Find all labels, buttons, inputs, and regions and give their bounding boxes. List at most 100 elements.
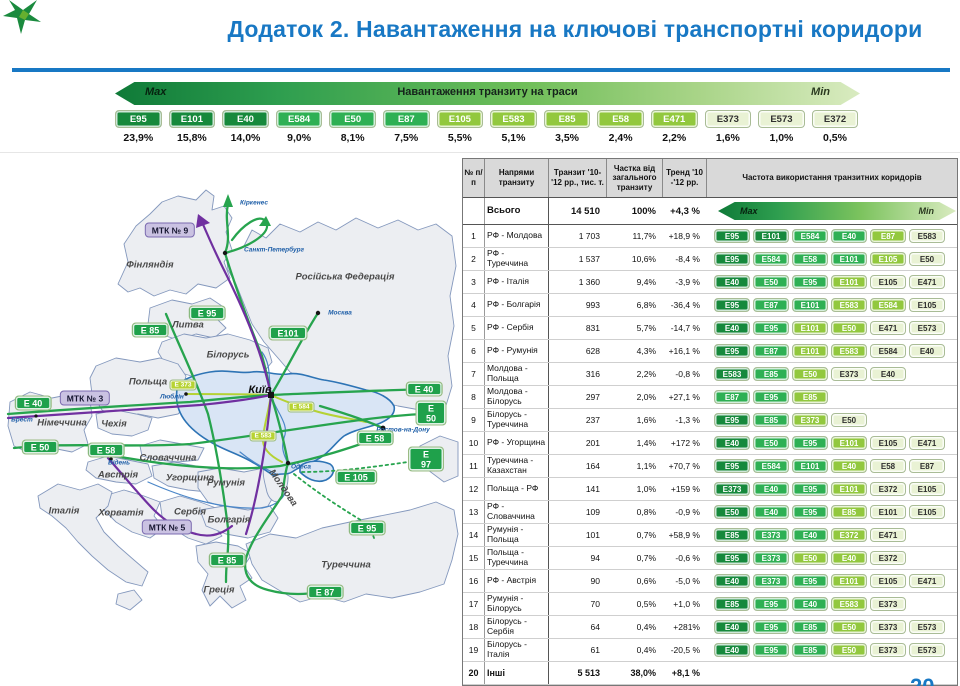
- corridor-badge: E40: [714, 436, 750, 450]
- col-header-corridors: Частота використання транзитних коридорі…: [742, 173, 922, 183]
- legend-corridor-column: E58 2,4%: [597, 110, 644, 144]
- row-number: 7: [463, 363, 485, 385]
- table-row: 3 РФ - Італія 1 360 9,4% -3,9 % E40 E50 E95 E101…: [463, 271, 957, 294]
- row-route-name: Білорусь - Туреччина: [485, 409, 549, 431]
- corridor-badge: E50: [792, 367, 828, 381]
- corridor-badge: E95: [753, 620, 789, 634]
- row-route-name: Польща - РФ: [485, 478, 549, 500]
- mtk-corridor-badge: МТК № 3: [59, 390, 111, 406]
- corridor-badge: E101: [831, 574, 867, 588]
- row-corridors: E40 E373 E95 E101 E105 E471: [707, 570, 957, 592]
- corridor-badge: E471: [650, 110, 698, 128]
- row-route-name: РФ - Болгарія: [485, 294, 549, 316]
- row-share: 1,4%: [636, 438, 656, 448]
- row-corridors: E373 E40 E95 E101 E372 E105: [707, 478, 957, 500]
- mtk-corridor-badge: МТК № 9: [144, 222, 196, 238]
- row-trend: +18,9 %: [668, 231, 700, 241]
- corridor-badge: E50: [714, 505, 750, 519]
- row-transit-volume: 109: [585, 507, 600, 517]
- row-number: 20: [463, 662, 485, 684]
- row-trend: +16,1 %: [668, 346, 700, 356]
- row-number: 4: [463, 294, 485, 316]
- corridor-badge: E85: [831, 505, 867, 519]
- row-number: 19: [463, 639, 485, 661]
- row-trend: -14,7 %: [670, 323, 700, 333]
- row-transit-volume: 628: [585, 346, 600, 356]
- corridor-badge: E87: [909, 459, 945, 473]
- corridor-badge: E101: [792, 459, 828, 473]
- row-trend: -36,4 %: [670, 300, 700, 310]
- corridor-badge: E85: [753, 367, 789, 381]
- row-number: 3: [463, 271, 485, 293]
- row-transit-volume: 201: [585, 438, 600, 448]
- corridor-badge: E373: [870, 643, 906, 657]
- country-label: Австрія: [97, 469, 139, 481]
- corridor-badge: E105: [870, 275, 906, 289]
- row-trend: +159 %: [670, 484, 700, 494]
- row-route-name: Румунія - Білорусь: [485, 593, 549, 615]
- legend-corridor-column: E372 0,5%: [811, 110, 859, 144]
- corridor-badge: E85: [714, 597, 750, 611]
- corridor-badge: E40: [870, 367, 906, 381]
- corridor-badge: E87: [382, 110, 430, 128]
- row-number: 17: [463, 593, 485, 615]
- table-row: 12 Польща - РФ 141 1,0% +159 % E373 E40 E95 E101…: [463, 478, 957, 501]
- corridor-percentage: 1,6%: [715, 132, 740, 144]
- row-corridors: E85 E95 E40 E583 E373: [707, 593, 957, 615]
- row-corridors: E95 E85 E373 E50: [707, 409, 957, 431]
- row-number: 6: [463, 340, 485, 362]
- row-share: 0,8%: [636, 507, 656, 517]
- city-label: Санкт-Петербург: [243, 246, 305, 254]
- row-transit-volume: 831: [585, 323, 600, 333]
- row-route-name: Туреччина - Казахстан: [485, 455, 549, 477]
- corridor-percentage: 3,5%: [555, 132, 580, 144]
- legend-separator: [0, 152, 960, 153]
- row-corridors: E40 E95 E85 E50 E373 E573: [707, 639, 957, 661]
- route-badge: E 85: [208, 552, 246, 568]
- row-corridors: E40 E95 E101 E50 E471 E573: [707, 317, 957, 339]
- frequency-gradient-arrow: Max Min: [718, 202, 956, 220]
- route-badge: E 584: [287, 401, 315, 413]
- corridor-percentage: 2,4%: [608, 132, 633, 144]
- country-label: Болгарія: [207, 514, 251, 526]
- corridor-badge: E573: [758, 110, 805, 128]
- load-gradient-arrow: Max Навантаження транзиту на траси Min: [115, 82, 860, 105]
- corridor-badge: E40: [222, 110, 269, 128]
- corridor-badge-row: E95 23,9% E101 15,8% E40 14,0% E584 9,0% E50 8,1%…: [115, 110, 860, 144]
- row-number: 11: [463, 455, 485, 477]
- corridor-badge: E373: [792, 413, 828, 427]
- row-share: 0,5%: [636, 599, 656, 609]
- legend-corridor-column: E87 7,5%: [382, 110, 430, 144]
- col-header-route: Напрями транзиту: [485, 159, 549, 197]
- row-route-name: РФ - Словаччина: [485, 501, 549, 523]
- corridor-percentage: 5,1%: [501, 132, 526, 144]
- row-share: 0,6%: [636, 576, 656, 586]
- row-number: 1: [463, 225, 485, 247]
- city-label: Москва: [328, 309, 352, 317]
- row-route-name: Білорусь - Італія: [485, 639, 549, 661]
- row-route-name: Польща - Туреччина: [485, 547, 549, 569]
- corridor-badge: E58: [870, 459, 906, 473]
- legend-corridor-column: E85 3,5%: [543, 110, 591, 144]
- row-corridors: E85 E373 E40 E372 E471: [707, 524, 957, 546]
- table-row: 15 Польща - Туреччина 94 0,7% -0,6 % E95 E373 E…: [463, 547, 957, 570]
- row-number: 10: [463, 432, 485, 454]
- corridor-badge: E50: [792, 551, 828, 565]
- total-transit: 14 510: [570, 205, 600, 217]
- city-label: Одеса: [291, 463, 311, 471]
- corridor-badge: E373: [831, 367, 867, 381]
- corridor-badge: E95: [115, 110, 162, 128]
- corridor-badge: E40: [792, 597, 828, 611]
- route-badge: E 50: [415, 400, 447, 426]
- row-transit-volume: 141: [585, 484, 600, 494]
- row-number: 13: [463, 501, 485, 523]
- row-number: 5: [463, 317, 485, 339]
- row-number: 12: [463, 478, 485, 500]
- row-transit-volume: 1 360: [578, 277, 600, 287]
- row-share: 38,0%: [630, 668, 656, 678]
- row-trend: -5,0 %: [675, 576, 700, 586]
- row-corridors: E40 E50 E95 E101 E105 E471: [707, 432, 957, 454]
- row-transit-volume: 993: [585, 300, 600, 310]
- row-route-name: РФ - Італія: [485, 271, 549, 293]
